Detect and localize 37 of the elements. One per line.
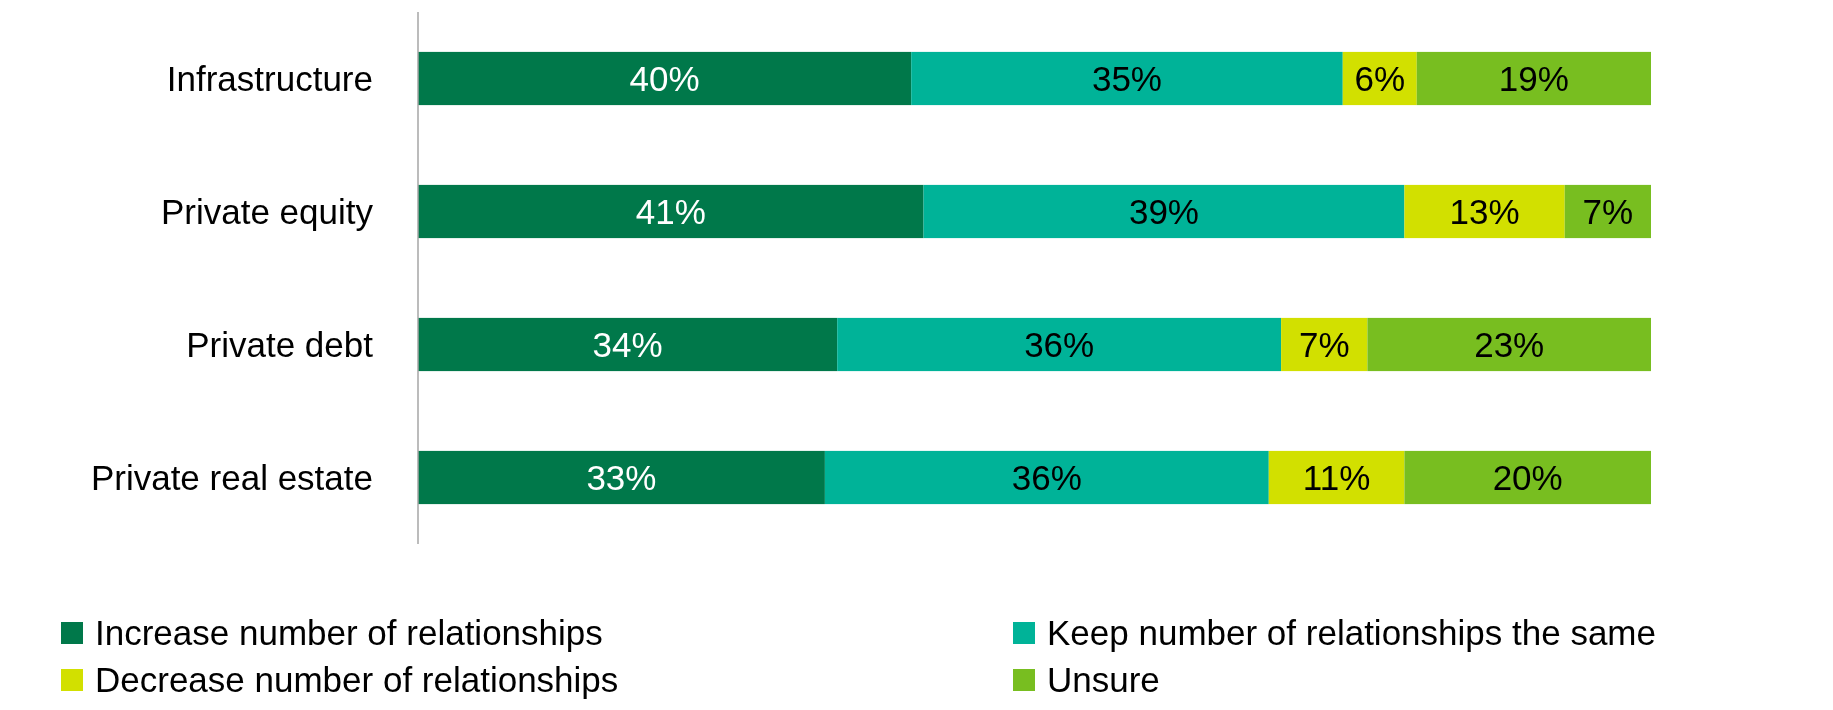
bar: [923, 184, 1405, 239]
data-label: 11%: [1302, 457, 1371, 497]
y-tick-label: Infrastructure: [166, 58, 373, 98]
y-tick-label: Private debt: [186, 324, 374, 364]
legend-label: Decrease number of relationships: [95, 660, 619, 700]
data-label: 33%: [586, 457, 657, 497]
y-tick-label: Private real estate: [90, 457, 373, 497]
data-label: 34%: [592, 324, 663, 364]
y-tick-label: Private equity: [160, 191, 374, 231]
legend-label: Increase number of relationships: [95, 613, 603, 653]
bar: [1367, 317, 1651, 372]
bar: [1416, 51, 1651, 106]
bar: [1404, 450, 1651, 505]
data-label: 23%: [1474, 324, 1545, 364]
bar: [418, 450, 825, 505]
bar: [824, 450, 1269, 505]
data-label: 36%: [1011, 457, 1082, 497]
data-label: 6%: [1354, 58, 1406, 98]
data-label: 7%: [1298, 324, 1350, 364]
data-label: 7%: [1582, 191, 1634, 231]
data-label: 35%: [1091, 58, 1163, 98]
data-label: 13%: [1449, 191, 1520, 231]
bar: [1268, 450, 1405, 505]
bar: [1404, 184, 1565, 239]
bar: [418, 317, 838, 372]
data-label: 41%: [635, 191, 706, 231]
bar: [911, 51, 1343, 106]
data-label: 36%: [1024, 324, 1095, 364]
data-label: 20%: [1492, 457, 1563, 497]
data-label: 19%: [1498, 58, 1569, 98]
bar: [418, 51, 912, 106]
bar: [837, 317, 1282, 372]
legend-label: Keep number of relationships the same: [1047, 613, 1656, 653]
data-label: 40%: [629, 58, 700, 98]
data-label: 39%: [1128, 191, 1199, 231]
legend-label: Unsure: [1047, 660, 1160, 700]
bar: [418, 184, 924, 239]
